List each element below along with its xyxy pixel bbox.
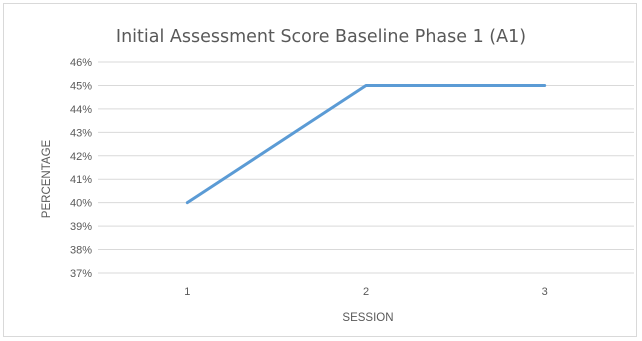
y-tick-label: 39% [70, 221, 92, 233]
y-tick-label: 40% [70, 198, 92, 210]
x-tick-label: 2 [363, 286, 369, 298]
x-tick-label: 1 [184, 286, 190, 298]
y-tick-label: 43% [70, 127, 92, 139]
chart-title: Initial Assessment Score Baseline Phase … [116, 27, 526, 47]
grid-lines [98, 61, 634, 274]
y-tick-label: 45% [70, 80, 92, 92]
x-tick-labels: 1 2 3 [184, 286, 547, 298]
y-tick-label: 38% [70, 245, 92, 257]
chart-frame: Initial Assessment Score Baseline Phase … [3, 3, 637, 337]
y-tick-label: 42% [70, 151, 92, 163]
series-lines [185, 83, 547, 205]
y-tick-label: 46% [70, 57, 92, 69]
x-tick-label: 3 [542, 286, 548, 298]
y-tick-labels: 37% 38% 39% 40% 41% 42% 43% 44% 45% 46% [70, 57, 92, 280]
line-chart: Initial Assessment Score Baseline Phase … [41, 27, 634, 324]
series-line [185, 83, 547, 205]
y-tick-label: 37% [70, 268, 92, 280]
y-tick-label: 41% [70, 174, 92, 186]
y-tick-label: 44% [70, 104, 92, 116]
x-axis-label: SESSION [342, 312, 393, 324]
y-axis-label: PERCENTAGE [41, 139, 53, 218]
